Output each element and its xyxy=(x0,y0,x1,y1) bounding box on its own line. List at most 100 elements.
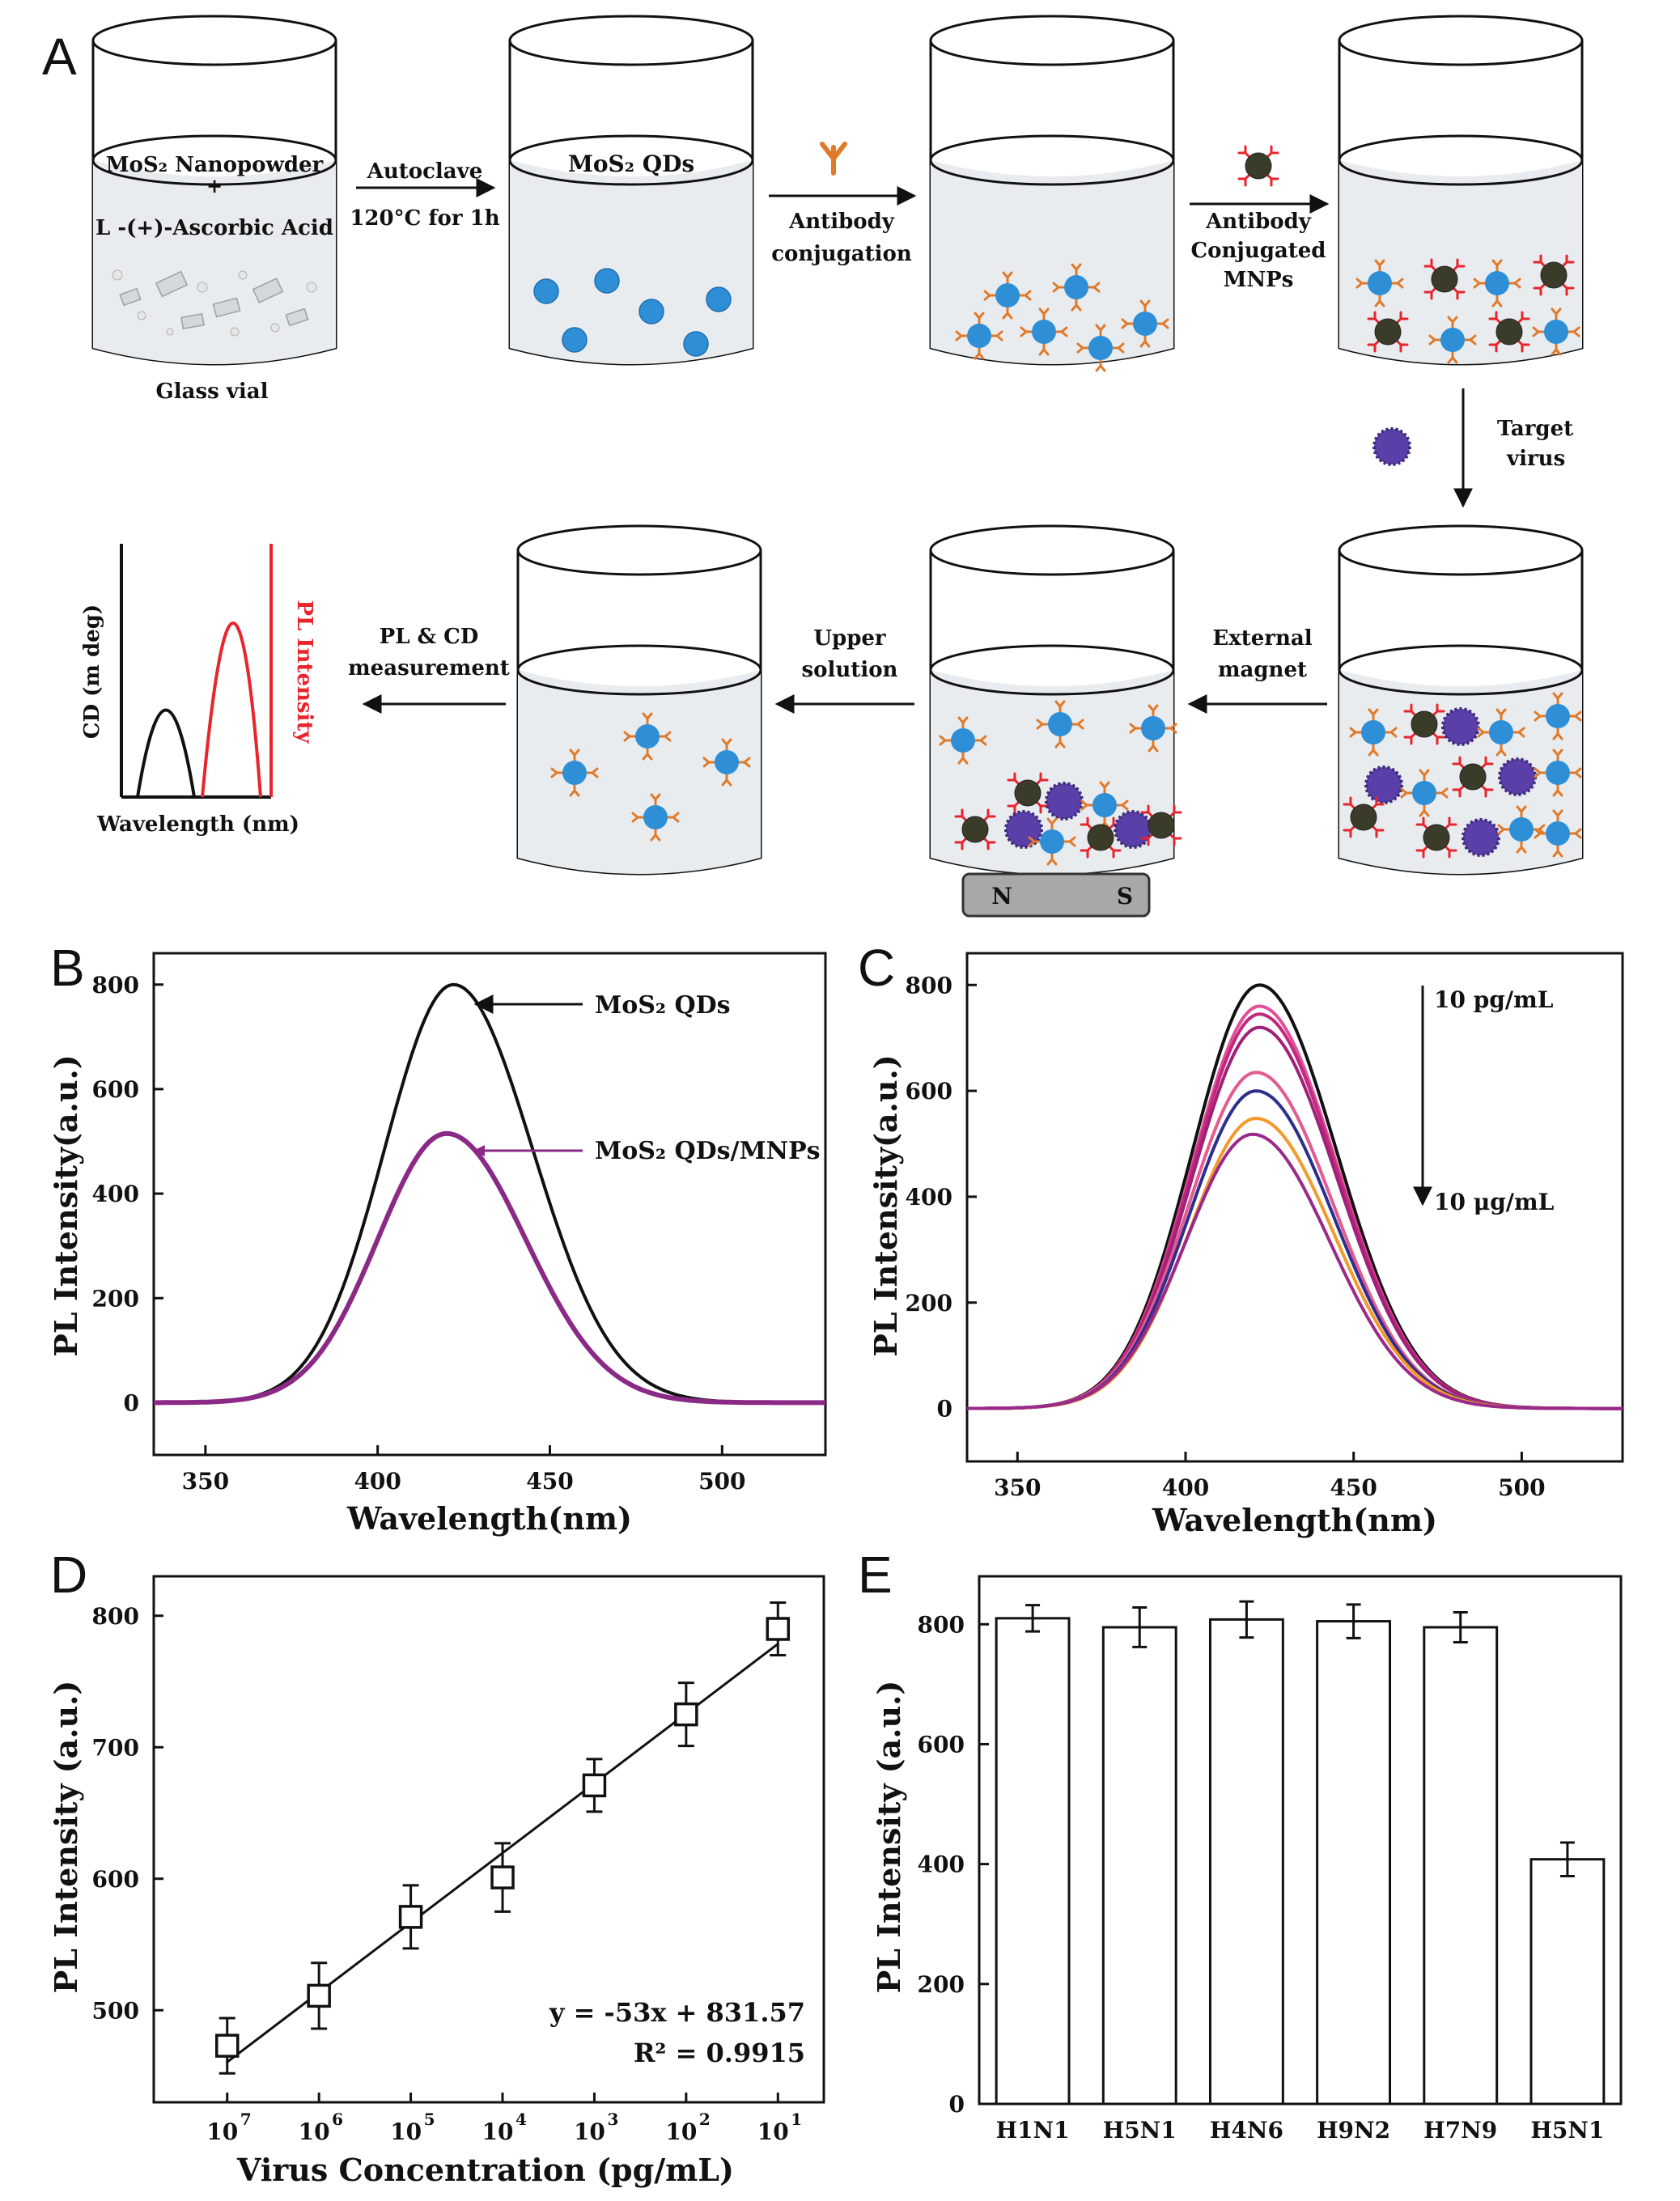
vial1-line2: L -(+)-Ascorbic Acid xyxy=(95,216,333,240)
step4-line1: Target xyxy=(1497,417,1573,441)
c-series-line-6 xyxy=(967,1117,1623,1410)
panel-letter-b: B xyxy=(50,939,85,997)
panel-letter-c: C xyxy=(858,939,895,997)
series-group-b xyxy=(154,982,825,1406)
c-xtick-label-3: 500 xyxy=(1498,1474,1545,1501)
e-bar-5 xyxy=(1529,1858,1606,2106)
c-ytick-label-2: 400 xyxy=(906,1184,952,1211)
step2-line1: Antibody xyxy=(788,210,895,234)
e-ytick-label-4: 800 xyxy=(918,1611,965,1638)
panel-c: C 350 400 450 500 0 200 400 600 800 10 pg/mL 10 … xyxy=(858,939,1624,1538)
b-xtick-label-3: 500 xyxy=(698,1468,745,1495)
c-ytick-label-3: 600 xyxy=(906,1078,952,1105)
mini-cd-curve xyxy=(136,708,196,798)
xlabel-b: Wavelength(nm) xyxy=(346,1500,632,1537)
vial-5 xyxy=(1338,524,1584,876)
d-ytick-label-2: 700 xyxy=(92,1734,139,1761)
xlabel-c: Wavelength(nm) xyxy=(1152,1502,1437,1538)
panel-letter-d: D xyxy=(50,1546,87,1604)
e-category-label-3: H9N2 xyxy=(1317,2117,1390,2144)
ylabel-b: PL Intensity(a.u.) xyxy=(48,1054,84,1356)
vial-2 xyxy=(508,15,754,366)
d-xtick-label-2: 10 xyxy=(390,2118,422,2145)
panel-a: A MoS₂ Nanopowder + L -(+)-Ascorbic xyxy=(42,15,1584,918)
plot-frame-b xyxy=(152,952,827,1457)
mini-xlabel: Wavelength (nm) xyxy=(96,812,299,837)
vial-7 xyxy=(516,524,762,876)
c-ytick-label-4: 800 xyxy=(906,972,952,999)
d-xtick-label-5: 10 xyxy=(665,2118,697,2145)
fit-r2: R² = 0.9915 xyxy=(634,2038,805,2068)
c-xtick-label-1: 400 xyxy=(1162,1474,1209,1501)
step1-line2: 120°C for 1h xyxy=(350,206,499,231)
e-category-label-5: H5N1 xyxy=(1530,2117,1604,2144)
b-ytick-label-1: 200 xyxy=(92,1285,139,1312)
mnp-icon xyxy=(1237,145,1279,187)
step6-line2: solution xyxy=(802,658,898,682)
mini-cd-pl-plot: CD (m deg) PL Intensity Wavelength (nm) xyxy=(80,544,316,837)
e-bar-4 xyxy=(1423,1626,1499,2106)
step5-line2: magnet xyxy=(1218,658,1307,682)
d-point-5 xyxy=(674,1702,698,1727)
plot-frame-e xyxy=(978,1575,1623,2106)
b-ytick-label-3: 600 xyxy=(92,1076,139,1103)
tick-group-c: 350 400 450 500 0 200 400 600 800 xyxy=(906,972,1546,1501)
marks-group-d xyxy=(214,1601,791,2075)
e-ytick-label-1: 200 xyxy=(918,1971,965,1998)
annotation-c-top: 10 pg/mL xyxy=(1434,986,1554,1013)
d-ytick-label-0: 500 xyxy=(92,1997,139,2024)
c-xtick-label-0: 350 xyxy=(994,1474,1041,1501)
step4-line2: virus xyxy=(1506,447,1565,471)
e-category-label-0: H1N1 xyxy=(996,2117,1070,2144)
d-point-4 xyxy=(582,1773,607,1798)
d-xtick-label-1: 10 xyxy=(299,2118,330,2145)
ylabel-d: PL Intensity (a.u.) xyxy=(48,1681,84,1994)
fit-equation: y = -53x + 831.57 xyxy=(549,1997,805,2028)
annotation-b1: MoS₂ QDs xyxy=(473,991,731,1020)
b-xtick-label-2: 450 xyxy=(526,1468,573,1495)
step3-line1: Antibody xyxy=(1205,210,1312,234)
mini-ylabel-right: PL Intensity xyxy=(292,600,316,744)
step6-line1: Upper xyxy=(813,626,886,651)
annotation-b-qds-mnps: MoS₂ QDs/MNPs xyxy=(595,1137,821,1165)
b-xtick-label-1: 400 xyxy=(354,1468,401,1495)
d-xtick-exp-3: 4 xyxy=(515,2110,527,2129)
b-ytick-label-2: 400 xyxy=(92,1181,139,1207)
mini-ylabel-left: CD (m deg) xyxy=(80,604,104,739)
panel-letter-a: A xyxy=(42,28,77,86)
annotation-b2: MoS₂ QDs/MNPs xyxy=(473,1137,821,1165)
d-point-0 xyxy=(214,2033,240,2058)
magnet-n: N xyxy=(991,883,1012,910)
vial-6 xyxy=(929,524,1182,876)
step3-line3: MNPs xyxy=(1224,268,1294,292)
vial1-caption: Glass vial xyxy=(156,380,269,404)
e-ytick-label-3: 600 xyxy=(918,1731,965,1758)
series-group-c xyxy=(967,983,1623,1410)
d-xtick-exp-6: 1 xyxy=(791,2110,802,2129)
c-series-line-7 xyxy=(967,1132,1623,1410)
d-xtick-label-0: 10 xyxy=(206,2118,238,2145)
d-xtick-label-4: 10 xyxy=(574,2118,605,2145)
antibody-icon xyxy=(820,142,847,176)
e-ytick-label-2: 400 xyxy=(918,1851,965,1878)
c-series-line-5 xyxy=(967,1089,1623,1410)
b-xtick-label-0: 350 xyxy=(182,1468,229,1495)
panel-letter-e: E xyxy=(858,1546,893,1604)
e-bar-1 xyxy=(1101,1626,1177,2106)
e-bar-3 xyxy=(1316,1620,1392,2106)
annotation-b-qds: MoS₂ QDs xyxy=(595,991,731,1020)
tick-group-b: 350 400 450 500 0 200 400 600 800 xyxy=(92,972,746,1495)
vial2-label: MoS₂ QDs xyxy=(568,151,694,177)
c-ytick-label-0: 0 xyxy=(937,1396,952,1423)
d-xtick-label-3: 10 xyxy=(482,2118,514,2145)
d-point-2 xyxy=(398,1905,423,1929)
d-xtick-exp-0: 7 xyxy=(240,2110,252,2129)
step5-line1: External xyxy=(1212,626,1312,651)
b-ytick-label-0: 0 xyxy=(124,1389,139,1416)
virus-icon xyxy=(1372,427,1411,466)
xlabel-d: Virus Concentration (pg/mL) xyxy=(236,2152,734,2188)
b-series-line-1 xyxy=(154,1130,825,1406)
e-category-label-1: H5N1 xyxy=(1103,2117,1177,2144)
